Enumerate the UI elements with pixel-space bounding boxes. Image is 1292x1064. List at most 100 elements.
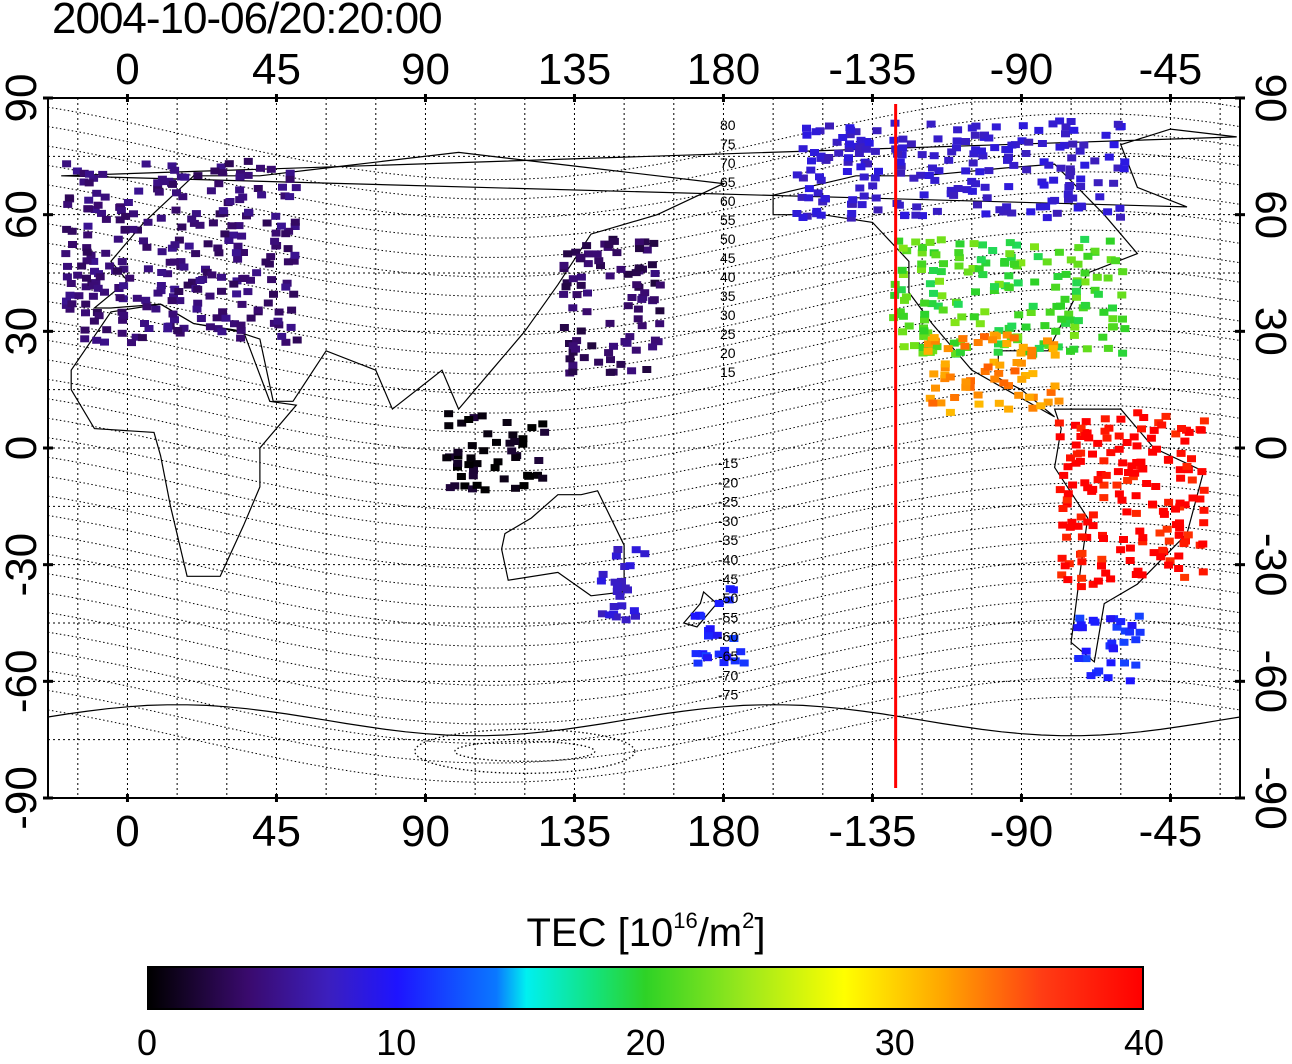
tec-cell (637, 295, 647, 303)
mag-lat-label: 20 (720, 345, 736, 361)
tec-cell (605, 272, 615, 280)
tec-cell (128, 225, 138, 233)
tec-cell (83, 231, 93, 239)
tec-cell (1081, 647, 1091, 655)
tec-cell (650, 270, 660, 277)
tec-cell (1052, 209, 1062, 217)
map-axes: 0045459090135135180180-135-135-90-90-45-… (0, 45, 1292, 856)
mag-lat-label: -55 (718, 609, 738, 625)
tec-cell (895, 308, 905, 316)
tec-cell (232, 290, 242, 298)
tec-cell (468, 472, 478, 480)
tec-cell (273, 317, 283, 325)
tec-cell (1199, 519, 1209, 527)
tec-cell (508, 431, 518, 439)
tec-cell (616, 265, 626, 273)
tec-cell (1018, 122, 1028, 130)
tec-cell (917, 151, 927, 159)
tec-cell (178, 193, 188, 201)
tec-cell (118, 316, 128, 324)
tec-cell (940, 371, 950, 379)
tec-cell (1061, 270, 1071, 278)
tec-cell (1009, 334, 1019, 342)
tec-cell (1077, 549, 1087, 557)
tec-cell (457, 419, 467, 427)
tec-cell (994, 327, 1004, 335)
tec-cell (1060, 295, 1070, 303)
tec-cell (925, 394, 935, 402)
tec-cell (919, 191, 929, 199)
tec-cell (563, 250, 573, 258)
tec-cell (1108, 644, 1118, 652)
tec-cell (925, 238, 935, 246)
tec-cell (719, 659, 729, 667)
tec-cell (1006, 253, 1016, 261)
tec-cell (1101, 131, 1111, 139)
mag-lat-label: -50 (718, 590, 738, 606)
tec-cell (214, 180, 224, 188)
tec-cell (889, 314, 899, 322)
tec-cell (634, 238, 644, 246)
tec-cell (625, 333, 635, 341)
tec-cell (611, 613, 621, 621)
tec-cell (168, 310, 178, 318)
tec-cell (79, 169, 89, 177)
tec-cell (1116, 213, 1125, 221)
lat-tick-label-left: 60 (0, 190, 46, 239)
tec-cell (583, 289, 592, 297)
polar-contour (414, 728, 636, 774)
tec-cell (978, 271, 988, 279)
tec-cell (974, 400, 984, 408)
mag-lat-label: 50 (720, 231, 736, 247)
tec-cell (640, 238, 650, 246)
tec-cell (816, 152, 826, 160)
tec-cell (1120, 325, 1130, 333)
tec-cell (1090, 247, 1100, 255)
tec-cell (264, 260, 274, 268)
tec-cell (1094, 667, 1104, 675)
tec-cell (622, 339, 632, 347)
tec-cell (1132, 442, 1142, 450)
tec-cell (1164, 561, 1174, 569)
tec-cell (153, 179, 163, 187)
tec-cell (1116, 415, 1126, 423)
tec-cell (1083, 518, 1093, 526)
tec-cell (84, 205, 93, 213)
tec-cell (1124, 469, 1133, 476)
tec-cell (930, 176, 940, 184)
tec-cell (1016, 349, 1026, 357)
tec-cell (936, 268, 946, 276)
tec-cell (1062, 500, 1072, 508)
tec-cell (940, 360, 950, 368)
tec-cell (961, 167, 971, 175)
mag-lat-label: -60 (718, 629, 738, 645)
tec-cell (1100, 427, 1110, 435)
magnetic-contour (47, 618, 1241, 706)
tec-cell (1045, 308, 1055, 316)
tec-cell (1103, 344, 1113, 352)
tec-cell (1093, 179, 1103, 187)
tec-cell (918, 243, 927, 251)
tec-cell (292, 336, 302, 344)
tec-cell (961, 378, 971, 386)
tec-cell (89, 317, 99, 325)
tec-cell (812, 207, 822, 215)
tec-cell (100, 288, 109, 296)
tec-cell (1024, 393, 1034, 401)
tec-cell (280, 192, 290, 200)
tec-cell (61, 250, 71, 258)
tec-cell (1028, 370, 1038, 378)
tec-cell (627, 367, 637, 375)
tec-cell (596, 262, 605, 270)
tec-cell (856, 136, 866, 144)
tec-cell (797, 193, 807, 201)
tec-cell (278, 183, 287, 191)
tec-cell (582, 242, 592, 250)
tec-cell (898, 271, 908, 278)
tec-cell (1133, 567, 1143, 575)
tec-cell (960, 342, 970, 350)
tec-cell (1065, 523, 1075, 531)
tec-cell (82, 248, 92, 256)
tec-cell (1132, 459, 1142, 466)
tec-cell (1106, 575, 1116, 583)
